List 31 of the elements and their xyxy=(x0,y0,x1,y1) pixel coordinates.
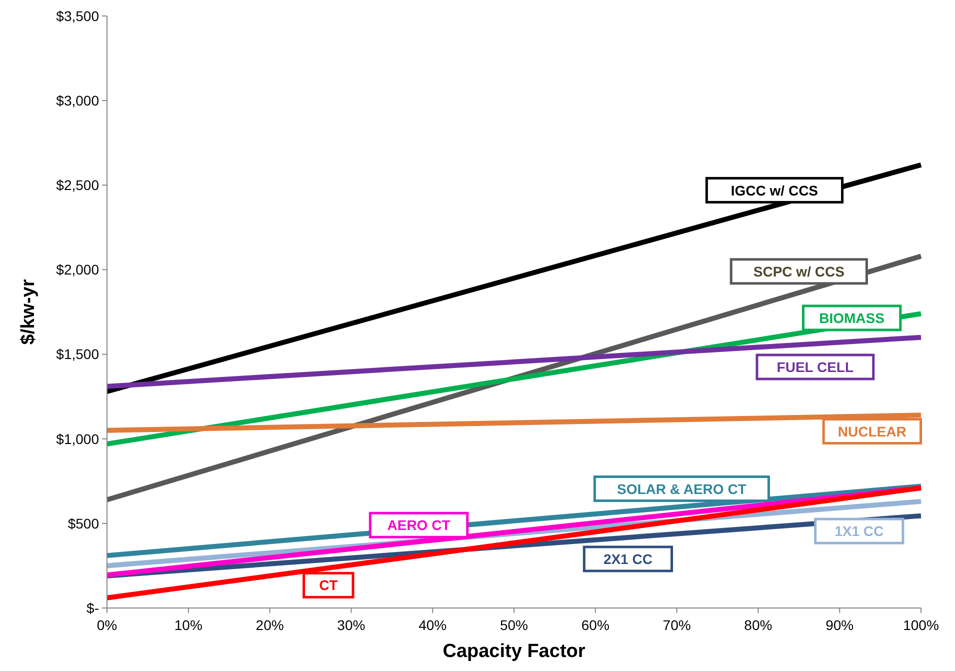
series-label: 1X1 CC xyxy=(834,523,884,540)
x-axis-title: Capacity Factor xyxy=(442,641,586,662)
series-label: NUCLEAR xyxy=(838,423,906,440)
x-tick-label: 40% xyxy=(418,617,447,633)
x-tick-label: 100% xyxy=(903,617,939,633)
y-tick-label: $3,500 xyxy=(56,8,100,24)
y-tick-label: $1,500 xyxy=(56,346,100,362)
y-axis-title: $/kw-yr xyxy=(18,278,39,345)
x-tick-label: 20% xyxy=(256,617,284,633)
x-tick-label: 90% xyxy=(826,617,854,633)
series-label: AERO CT xyxy=(387,517,451,534)
y-tick-label: $- xyxy=(86,600,100,616)
y-tick-label: $3,000 xyxy=(56,92,100,108)
series-label: SOLAR & AERO CT xyxy=(616,480,747,497)
x-tick-label: 80% xyxy=(744,617,772,633)
x-tick-label: 50% xyxy=(500,617,528,633)
x-tick-label: 30% xyxy=(337,617,366,633)
y-tick-label: $500 xyxy=(68,515,100,532)
series-label: BIOMASS xyxy=(819,310,884,326)
series-label: SCPC w/ CCS xyxy=(753,263,844,280)
series-label: 2X1 CC xyxy=(603,550,652,567)
series-label: CT xyxy=(319,577,338,594)
y-tick-label: $2,500 xyxy=(56,177,100,194)
x-tick-label: 0% xyxy=(96,617,118,633)
x-tick-label: 10% xyxy=(174,617,202,633)
x-tick-label: 60% xyxy=(581,617,610,633)
series-label: IGCC w/ CCS xyxy=(730,182,818,198)
series-label: FUEL CELL xyxy=(776,359,854,376)
y-tick-label: $1,000 xyxy=(56,430,100,447)
x-tick-label: 70% xyxy=(662,617,691,633)
y-tick-label: $2,000 xyxy=(56,262,100,278)
